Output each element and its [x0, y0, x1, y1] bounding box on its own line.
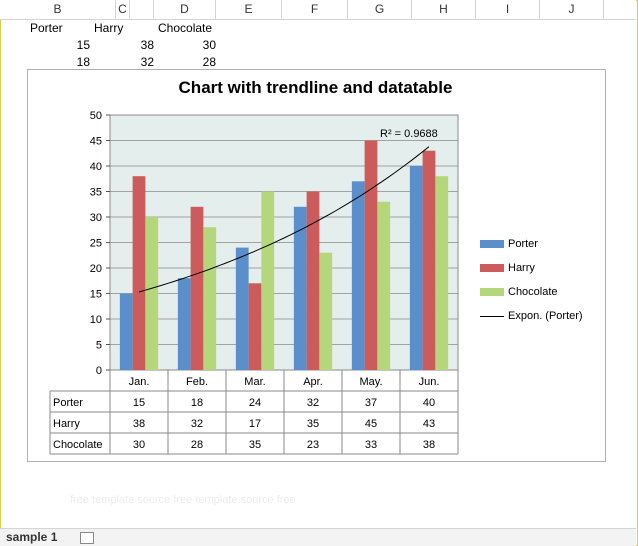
table-value: 23	[307, 439, 319, 451]
table-value: 17	[249, 418, 261, 430]
table-category-label: Mar.	[244, 376, 265, 388]
table-value: 15	[133, 397, 145, 409]
column-header-bar: B C D E F G H I J	[0, 0, 636, 20]
bar-porter	[293, 206, 307, 370]
sheet-tab[interactable]: sample 1	[6, 530, 58, 544]
bar-chocolate	[261, 191, 275, 370]
y-tick-label: 20	[90, 263, 102, 275]
cell-value[interactable]: 30	[202, 38, 216, 52]
legend-label: Harry	[508, 262, 535, 274]
column-header-d[interactable]: D	[154, 0, 216, 19]
table-category-label: Jun.	[419, 376, 440, 388]
table-value: 24	[249, 397, 261, 409]
column-header-e[interactable]: E	[216, 0, 282, 19]
legend-label: Porter	[508, 238, 538, 250]
legend-label: Expon. (Porter)	[508, 310, 583, 322]
table-value: 32	[307, 397, 319, 409]
table-value: 18	[191, 397, 203, 409]
bar-porter	[177, 278, 191, 370]
y-tick-label: 45	[90, 136, 102, 148]
table-value: 28	[191, 439, 203, 451]
table-value: 32	[191, 418, 203, 430]
table-value: 35	[249, 439, 261, 451]
trendline-r2-label: R² = 0.9688	[380, 128, 438, 140]
legend-swatch-chocolate	[480, 288, 504, 296]
y-tick-label: 25	[90, 238, 102, 250]
y-tick-label: 50	[90, 110, 102, 122]
table-value: 37	[365, 397, 377, 409]
table-category-label: May.	[359, 376, 382, 388]
table-value: 30	[133, 439, 145, 451]
bar-porter	[409, 166, 423, 370]
bar-harry	[364, 140, 378, 370]
bar-chocolate	[145, 217, 159, 370]
cell-value[interactable]: 15	[76, 38, 90, 52]
table-value: 33	[365, 439, 377, 451]
table-series-label: Chocolate	[53, 439, 103, 451]
bar-harry	[190, 206, 204, 370]
bar-harry	[306, 191, 320, 370]
table-value: 38	[423, 439, 435, 451]
bar-porter	[351, 181, 365, 370]
column-header-spacer	[116, 0, 130, 19]
table-value: 35	[307, 418, 319, 430]
y-tick-label: 0	[96, 365, 102, 377]
y-tick-label: 5	[96, 340, 102, 352]
legend-swatch-harry	[480, 264, 504, 272]
table-category-label: Apr.	[303, 376, 323, 388]
cell-harry-header[interactable]: Harry	[94, 21, 124, 35]
cell-value[interactable]: 28	[202, 55, 216, 69]
y-tick-label: 30	[90, 212, 102, 224]
column-header-b[interactable]: B	[0, 0, 116, 19]
cell-porter-header[interactable]: Porter	[30, 21, 63, 35]
table-value: 40	[423, 397, 435, 409]
y-tick-label: 15	[90, 289, 102, 301]
bar-harry	[132, 176, 146, 370]
cell-value[interactable]: 38	[140, 38, 154, 52]
bar-porter	[119, 293, 133, 370]
chart-title: Chart with trendline and datatable	[178, 78, 453, 97]
column-header-h[interactable]: H	[412, 0, 476, 19]
legend-trendline-marker	[480, 316, 504, 317]
table-series-label: Porter	[53, 397, 83, 409]
cell-chocolate-header[interactable]: Chocolate	[158, 21, 213, 35]
bar-chocolate	[319, 252, 333, 370]
table-category-label: Feb.	[186, 376, 208, 388]
column-header-c[interactable]: C	[92, 0, 154, 19]
table-value: 45	[365, 418, 377, 430]
y-tick-label: 35	[90, 187, 102, 199]
trendline-porter	[138, 146, 430, 293]
column-header-g[interactable]: G	[348, 0, 412, 19]
y-tick-label: 40	[90, 161, 102, 173]
column-header-j[interactable]: J	[540, 0, 604, 19]
sheet-tab-bar: sample 1	[0, 528, 636, 546]
insert-sheet-icon[interactable]	[80, 532, 94, 544]
cell-value[interactable]: 18	[76, 55, 90, 69]
bar-chocolate	[435, 176, 449, 370]
column-header-i[interactable]: I	[476, 0, 540, 19]
legend-label: Chocolate	[508, 286, 558, 298]
table-value: 38	[133, 418, 145, 430]
bar-chocolate	[377, 201, 391, 370]
y-tick-label: 10	[90, 314, 102, 326]
column-header-f[interactable]: F	[282, 0, 348, 19]
table-value: 43	[423, 418, 435, 430]
watermark-text: free template source free template sourc…	[70, 494, 296, 506]
bar-harry	[248, 283, 262, 370]
bar-harry	[422, 150, 436, 370]
legend-swatch-porter	[480, 240, 504, 248]
bar-porter	[235, 247, 249, 370]
table-category-label: Jan.	[129, 376, 150, 388]
cell-value[interactable]: 32	[140, 55, 154, 69]
bar-chocolate	[203, 227, 217, 370]
table-series-label: Harry	[53, 418, 80, 430]
